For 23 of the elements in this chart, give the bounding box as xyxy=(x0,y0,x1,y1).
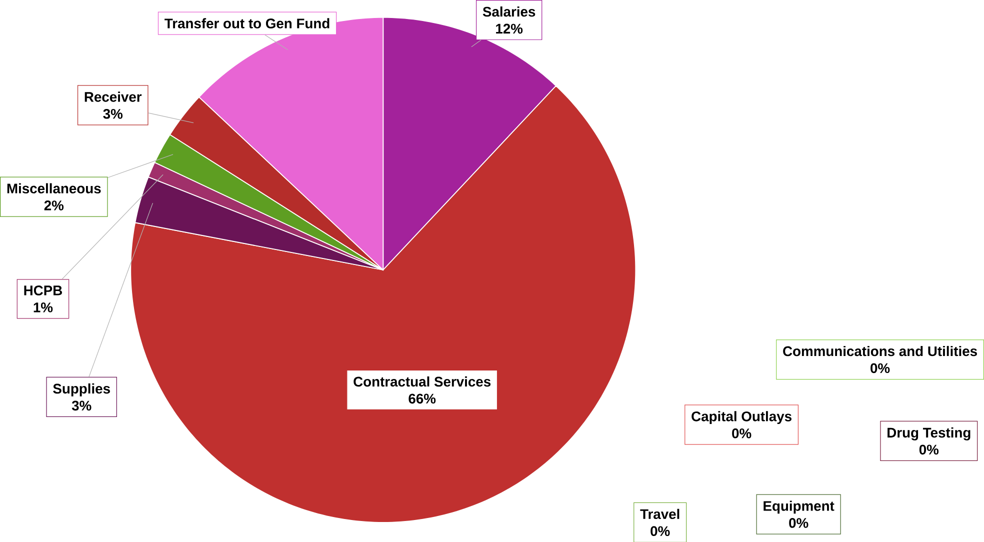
slice-label: HCPB xyxy=(24,285,62,296)
text: 0% xyxy=(789,518,808,528)
category-label: Communications and Utilities xyxy=(783,346,977,356)
data-label: 1% xyxy=(34,302,53,312)
data-label: 12% xyxy=(496,24,523,34)
slice-label: Miscellaneous xyxy=(7,182,101,194)
category-label: Equipment xyxy=(764,500,834,514)
text: 0% xyxy=(870,363,890,373)
slice-label: Supplies xyxy=(53,383,110,396)
slice-label: Receiver xyxy=(84,91,142,102)
data-label: 2% xyxy=(44,200,64,210)
slice-label: Contractual Services xyxy=(354,376,491,386)
category-label: Travel xyxy=(640,508,680,519)
category-label: Capital Outlays xyxy=(692,410,792,424)
data-label: 3% xyxy=(103,108,123,119)
slice-label: Transfer out to Gen Fund xyxy=(164,18,330,28)
slice-label: Salaries xyxy=(482,6,536,16)
data-label: 66% xyxy=(408,394,436,404)
text: 0% xyxy=(650,526,670,536)
data-label: 3% xyxy=(72,400,92,410)
text: 0% xyxy=(732,428,752,438)
text: 0% xyxy=(919,444,939,454)
category-label: Drug Testing xyxy=(888,427,970,440)
